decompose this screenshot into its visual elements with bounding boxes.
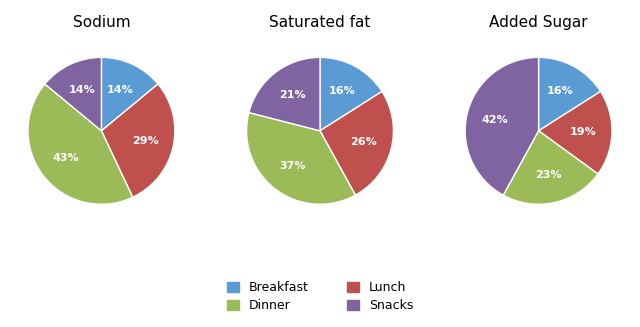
- Wedge shape: [249, 57, 320, 131]
- Wedge shape: [539, 57, 600, 131]
- Text: 21%: 21%: [279, 90, 306, 100]
- Wedge shape: [320, 92, 394, 195]
- Wedge shape: [45, 57, 101, 131]
- Title: Saturated fat: Saturated fat: [269, 15, 371, 30]
- Text: 14%: 14%: [69, 85, 95, 95]
- Wedge shape: [28, 84, 132, 204]
- Text: 23%: 23%: [535, 170, 562, 180]
- Text: 16%: 16%: [547, 86, 573, 96]
- Text: 37%: 37%: [279, 161, 306, 171]
- Wedge shape: [465, 57, 539, 195]
- Title: Added Sugar: Added Sugar: [489, 15, 588, 30]
- Text: 42%: 42%: [482, 115, 508, 125]
- Wedge shape: [539, 92, 612, 174]
- Legend: Breakfast, Dinner, Lunch, Snacks: Breakfast, Dinner, Lunch, Snacks: [221, 277, 419, 318]
- Text: 43%: 43%: [52, 153, 79, 163]
- Wedge shape: [101, 84, 175, 197]
- Wedge shape: [101, 57, 158, 131]
- Text: 16%: 16%: [328, 86, 355, 96]
- Text: 14%: 14%: [107, 85, 134, 95]
- Text: 26%: 26%: [350, 137, 377, 147]
- Title: Sodium: Sodium: [72, 15, 131, 30]
- Wedge shape: [503, 131, 598, 204]
- Text: 19%: 19%: [570, 127, 597, 137]
- Wedge shape: [246, 112, 355, 204]
- Wedge shape: [320, 57, 382, 131]
- Text: 29%: 29%: [132, 136, 159, 146]
